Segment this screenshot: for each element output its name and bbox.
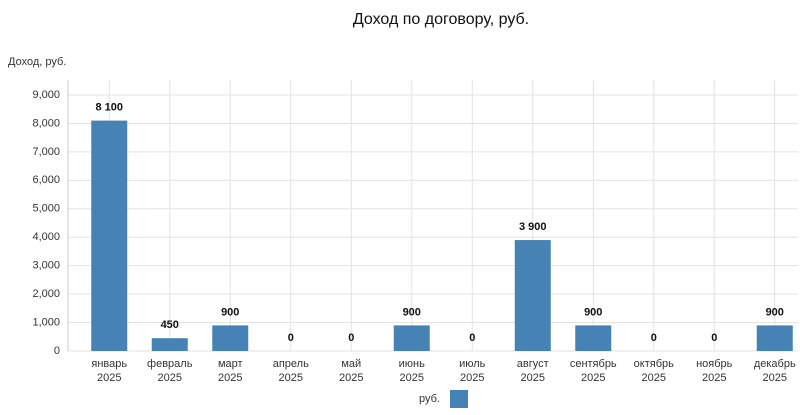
x-tick-year: 2025 xyxy=(702,372,726,384)
chart-title: Доход по договору, руб. xyxy=(353,11,529,28)
x-tick-label: сентябрь 2025 xyxy=(570,358,617,384)
value-label: 900 xyxy=(221,306,239,318)
x-tick-month: октябрь xyxy=(634,358,674,370)
value-label: 8 100 xyxy=(95,102,123,114)
x-tick-year: 2025 xyxy=(400,372,424,384)
x-tick-year: 2025 xyxy=(460,372,484,384)
bar xyxy=(151,338,188,351)
bar xyxy=(393,325,430,351)
x-tick-label: июль 2025 xyxy=(459,358,486,384)
bar xyxy=(756,325,793,351)
y-axis-label: Доход, руб. xyxy=(8,56,66,68)
value-label: 0 xyxy=(469,332,475,344)
bar xyxy=(91,120,128,351)
x-tick-month: июнь xyxy=(399,358,425,370)
x-tick-year: 2025 xyxy=(97,372,121,384)
x-tick-label: август 2025 xyxy=(517,358,549,384)
y-tick-label: 2,000 xyxy=(32,288,60,300)
y-tick-label: 8,000 xyxy=(32,117,60,129)
legend-swatch[interactable] xyxy=(450,390,468,408)
y-tick-label: 6,000 xyxy=(32,174,60,186)
x-tick-month: март xyxy=(218,358,243,370)
x-tick-label: ноябрь 2025 xyxy=(696,358,733,384)
bar xyxy=(514,240,551,351)
value-label: 450 xyxy=(161,319,179,331)
x-tick-year: 2025 xyxy=(642,372,666,384)
value-label: 900 xyxy=(403,306,421,318)
x-tick-month: декабрь xyxy=(754,358,796,370)
x-tick-month: август xyxy=(517,358,549,370)
y-tick-label: 0 xyxy=(54,345,60,357)
x-tick-year: 2025 xyxy=(763,372,787,384)
value-label: 0 xyxy=(348,332,354,344)
x-tick-month: ноябрь xyxy=(696,358,733,370)
value-label: 3 900 xyxy=(519,221,547,233)
x-tick-label: июнь 2025 xyxy=(399,358,425,384)
y-tick-label: 7,000 xyxy=(32,146,60,158)
x-tick-label: февраль 2025 xyxy=(147,358,193,384)
x-tick-month: май xyxy=(341,358,361,370)
value-label: 0 xyxy=(288,332,294,344)
x-tick-label: апрель 2025 xyxy=(273,358,309,384)
value-label: 0 xyxy=(651,332,657,344)
x-tick-month: сентябрь xyxy=(570,358,617,370)
bar xyxy=(575,325,612,351)
y-tick-label: 1,000 xyxy=(32,316,60,328)
y-tick-label: 4,000 xyxy=(32,231,60,243)
bar xyxy=(212,325,249,351)
value-label: 900 xyxy=(584,306,602,318)
x-tick-year: 2025 xyxy=(339,372,363,384)
x-tick-label: январь 2025 xyxy=(91,358,127,384)
x-tick-label: март 2025 xyxy=(218,358,243,384)
x-tick-month: февраль xyxy=(147,358,193,370)
x-tick-month: июль xyxy=(459,358,486,370)
x-tick-month: январь xyxy=(91,358,127,370)
y-tick-label: 3,000 xyxy=(32,260,60,272)
y-tick-label: 5,000 xyxy=(32,203,60,215)
x-tick-label: декабрь 2025 xyxy=(754,358,796,384)
x-tick-year: 2025 xyxy=(158,372,182,384)
value-label: 0 xyxy=(711,332,717,344)
x-tick-month: апрель xyxy=(273,358,309,370)
x-tick-year: 2025 xyxy=(279,372,303,384)
x-tick-year: 2025 xyxy=(521,372,545,384)
x-tick-label: май 2025 xyxy=(339,358,363,384)
x-tick-year: 2025 xyxy=(581,372,605,384)
x-tick-year: 2025 xyxy=(218,372,242,384)
y-tick-label: 9,000 xyxy=(32,89,60,101)
x-tick-label: октябрь 2025 xyxy=(634,358,674,384)
value-label: 900 xyxy=(766,306,784,318)
legend-label[interactable]: руб. xyxy=(419,393,440,405)
